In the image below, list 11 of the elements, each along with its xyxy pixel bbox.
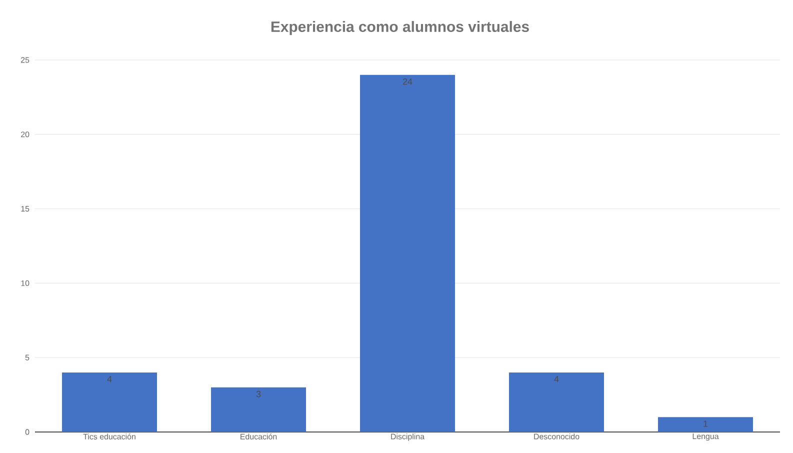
bar — [62, 372, 158, 432]
data-label: 3 — [256, 390, 261, 398]
data-label: 1 — [704, 420, 708, 427]
bar — [360, 74, 456, 432]
bar — [509, 372, 604, 432]
bar — [658, 417, 754, 432]
data-label: 4 — [107, 376, 112, 382]
chart-title: Experiencia como alumnos virtuales — [271, 21, 529, 35]
data-label: 4 — [554, 376, 559, 382]
bar — [211, 387, 306, 432]
data-label: 24 — [402, 78, 412, 85]
